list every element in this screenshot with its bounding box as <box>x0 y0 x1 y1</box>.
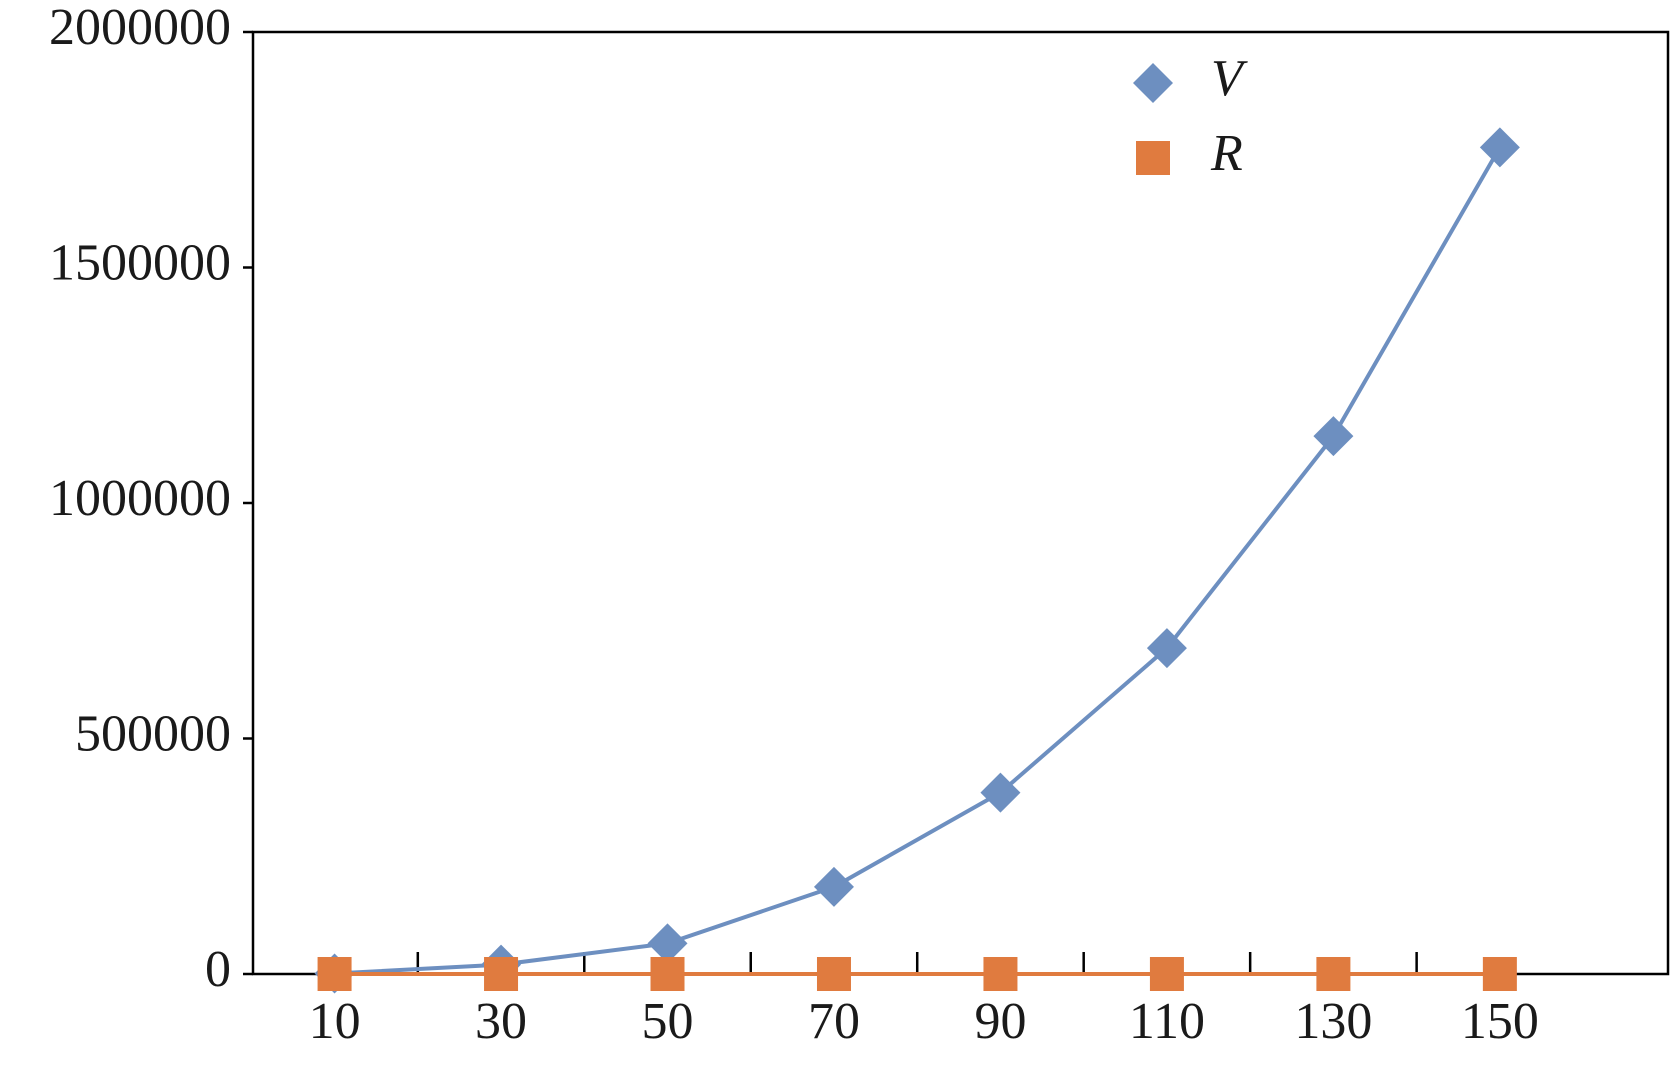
legend-label: R <box>1210 125 1243 182</box>
y-tick-label: 0 <box>205 941 231 998</box>
point <box>647 923 688 964</box>
point <box>1482 957 1517 991</box>
x-tick-label: 150 <box>1461 993 1539 1050</box>
x-tick-label: 30 <box>475 993 527 1050</box>
y-tick-label: 1000000 <box>49 470 231 527</box>
x-tick-label: 70 <box>808 993 860 1050</box>
point <box>983 957 1018 991</box>
point <box>1313 416 1354 457</box>
point <box>980 772 1021 813</box>
x-tick-label: 50 <box>642 993 694 1050</box>
point <box>816 957 851 991</box>
y-tick-label: 500000 <box>75 705 231 762</box>
point <box>1149 957 1184 991</box>
x-tick-label: 110 <box>1129 993 1205 1050</box>
legend-marker <box>1133 63 1173 103</box>
legend-marker <box>1136 141 1170 175</box>
point <box>484 957 519 991</box>
x-tick-label: 10 <box>309 993 361 1050</box>
series-line <box>334 146 1502 976</box>
point <box>650 957 685 991</box>
point <box>1479 127 1520 168</box>
point <box>317 957 352 991</box>
legend-label: V <box>1211 50 1248 107</box>
y-tick-label: 2000000 <box>49 0 231 56</box>
x-tick-label: 90 <box>974 993 1026 1050</box>
point <box>1316 957 1351 991</box>
point <box>813 866 854 907</box>
plot-frame <box>251 30 1670 976</box>
y-tick-label: 1500000 <box>49 234 231 291</box>
point <box>1146 628 1187 669</box>
x-tick-label: 130 <box>1294 993 1372 1050</box>
